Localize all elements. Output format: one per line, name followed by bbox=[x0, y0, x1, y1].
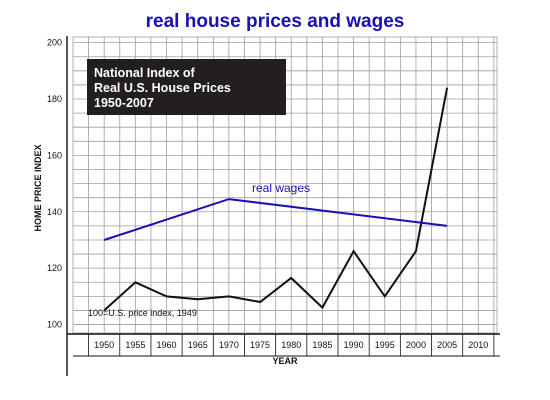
y-tick-label: 140 bbox=[47, 207, 62, 217]
x-tick-label: 1975 bbox=[250, 340, 270, 350]
series-line-house-prices bbox=[103, 87, 449, 312]
plot-frame bbox=[72, 36, 498, 334]
x-tick-label: 1970 bbox=[219, 340, 239, 350]
chart-title: real house prices and wages bbox=[146, 11, 405, 32]
y-tick-label: 180 bbox=[47, 94, 62, 104]
inset-title-line-2: Real U.S. House Prices bbox=[94, 81, 231, 95]
inset-title-line-3: 1950-2007 bbox=[94, 96, 154, 110]
y-tick-label: 160 bbox=[47, 150, 62, 160]
x-tick-label: 2010 bbox=[468, 340, 488, 350]
base-index-note: 100=U.S. price index, 1949 bbox=[88, 308, 197, 318]
axes bbox=[66, 36, 500, 376]
inset-title-box: National Index of Real U.S. House Prices… bbox=[87, 59, 286, 115]
x-tick-label: 2000 bbox=[406, 340, 426, 350]
inset-title-line-1: National Index of bbox=[94, 66, 196, 80]
x-axis-label: YEAR bbox=[272, 356, 298, 366]
series-lines bbox=[103, 87, 449, 312]
series-label-real-wages: real wages bbox=[252, 181, 310, 195]
y-tick-label: 120 bbox=[47, 263, 62, 273]
series-line-real-wages bbox=[103, 198, 448, 241]
x-tick-labels: 1950 1955 1960 1965 1970 1975 1980 1985 1990 1995… bbox=[94, 340, 488, 350]
x-tick-label: 2005 bbox=[437, 340, 457, 350]
x-tick-label: 1960 bbox=[157, 340, 177, 350]
inset-title-background bbox=[87, 59, 286, 115]
x-tick-label: 1980 bbox=[281, 340, 301, 350]
x-tick-label: 1990 bbox=[344, 340, 364, 350]
x-tick-label: 1955 bbox=[125, 340, 145, 350]
x-tick-label: 1995 bbox=[375, 340, 395, 350]
x-tick-label: 1950 bbox=[94, 340, 114, 350]
y-tick-labels: 100 120 140 160 180 200 bbox=[47, 38, 62, 330]
x-tick-label: 1985 bbox=[312, 340, 332, 350]
x-tick-label: 1965 bbox=[188, 340, 208, 350]
y-axis-label: HOME PRICE INDEX bbox=[33, 144, 43, 231]
y-tick-label: 200 bbox=[47, 38, 62, 48]
y-tick-label: 100 bbox=[47, 320, 62, 330]
